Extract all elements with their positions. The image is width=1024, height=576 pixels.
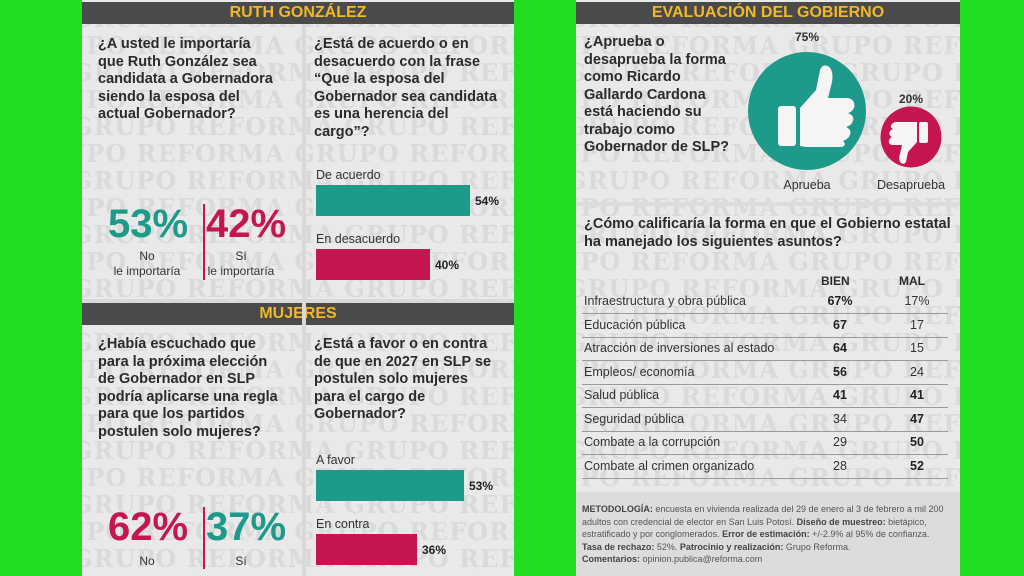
ruth-no-label-line2: le importaría xyxy=(113,264,181,278)
rating-bien-value: 28 xyxy=(833,458,847,473)
bar-positive xyxy=(316,185,470,216)
ruth-si-label-line2: le importaría xyxy=(207,264,275,278)
gob-header: EVALUACIÓN DEL GOBIERNO xyxy=(576,2,960,24)
rating-row-divider xyxy=(582,313,948,314)
meth-t5: Patrocinio y realización: xyxy=(679,541,784,552)
rating-mal-value: 50 xyxy=(910,435,924,449)
left-panel: GRUPO REFORMA GRUPO REFORMA GRUPO REFORM… xyxy=(82,0,514,576)
mujeres-si-label: Sí xyxy=(235,554,247,568)
gob-q2-text: ¿Cómo calificaría la forma en que el Gob… xyxy=(584,216,951,250)
meth-t4: Tasa de rechazo: xyxy=(582,541,655,552)
bar-category-label: De acuerdo xyxy=(316,168,381,182)
rating-mal-value: 41 xyxy=(910,388,924,402)
approve-value: 75% xyxy=(795,30,819,44)
mujeres-no-percent: 62% xyxy=(108,505,189,549)
ruth-no-label: No le importaría xyxy=(102,249,192,279)
rating-mal-value: 15 xyxy=(910,341,924,355)
rating-mal-value: 24 xyxy=(910,364,924,379)
ruth-q1-text: ¿A usted le importaría que Ruth González… xyxy=(98,36,273,122)
rating-row-label: Infraestructura y obra pública xyxy=(584,294,746,308)
meth-s1: encuesta en vivienda realizada del 29 de… xyxy=(582,504,944,527)
rating-bien-value: 41 xyxy=(833,388,847,402)
meth-t2: Diseño de muestreo: xyxy=(796,516,886,527)
rating-bien-value: 64 xyxy=(833,341,847,355)
bar-category-label: En contra xyxy=(316,517,370,531)
meth-t3: Error de estimación: xyxy=(722,529,810,539)
bar-negative xyxy=(316,249,430,280)
methodology-box xyxy=(576,492,960,576)
rating-row-label: Combate a la corrupción xyxy=(584,435,721,449)
watermark-text: GRUPO REFORMA GRUPO REFORMA GRUPO REFORM… xyxy=(82,571,514,576)
meth-s5: Grupo Reforma. xyxy=(783,541,851,552)
rating-bien-value: 29 xyxy=(833,435,847,449)
bar-value-label: 53% xyxy=(469,479,494,493)
rating-row-label: Salud pública xyxy=(584,388,660,402)
ruth-si-percent: 42% xyxy=(206,202,287,246)
rating-row-label: Educación pública xyxy=(584,317,686,332)
thumbs-up-icon xyxy=(778,65,855,147)
approval-chart: 75% Aprueba 20% Desaprueba xyxy=(748,30,945,192)
rating-mal-value: 52 xyxy=(910,458,924,473)
meth-s6: opinion.publica@reforma.com xyxy=(640,554,763,564)
rating-bien-value: 34 xyxy=(833,411,847,426)
thumbs-down-icon xyxy=(888,122,928,164)
disapprove-value: 20% xyxy=(899,92,923,106)
meth-t6: Comentarios: xyxy=(582,554,641,564)
rating-row-label: Seguridad pública xyxy=(584,411,685,426)
meth-s4: 52%. xyxy=(654,541,680,552)
approve-label: Aprueba xyxy=(783,178,830,192)
ruth-si-label-line1: Sí xyxy=(235,249,247,263)
mujeres-divider xyxy=(203,507,205,569)
rating-row-divider xyxy=(582,383,948,385)
ruth-no-percent: 53% xyxy=(108,202,189,246)
ruth-si-label: Sí le importaría xyxy=(196,249,286,279)
rating-row-divider xyxy=(582,477,948,479)
rating-row-divider xyxy=(582,430,948,432)
rating-mal-value: 17% xyxy=(904,294,930,308)
rating-mal-value: 17 xyxy=(910,317,924,332)
gob-separator xyxy=(576,202,960,206)
meth-s2: bietápico, estratificado y por conglomer… xyxy=(582,516,927,540)
rating-row-label: Combate al crimen organizado xyxy=(584,458,755,473)
meth-title: METODOLOGÍA: xyxy=(582,504,653,514)
rating-row-divider xyxy=(582,454,948,455)
col-bien-header: BIEN xyxy=(821,274,850,288)
gob-q1-text: ¿Aprueba o desaprueba la forma como Rica… xyxy=(584,34,730,155)
watermark-text: GRUPO REFORMA GRUPO REFORMA GRUPO REFORM… xyxy=(576,247,960,276)
mujeres-header: MUJERES xyxy=(82,303,514,325)
ruth-header: RUTH GONZÁLEZ xyxy=(82,2,514,24)
disapprove-label: Desaprueba xyxy=(877,178,945,192)
mujeres-q1-text: ¿Había escuchado que para la próxima ele… xyxy=(98,336,278,440)
mujeres-no-label: No xyxy=(139,554,155,568)
rating-row-divider xyxy=(582,407,948,408)
bar-negative xyxy=(316,534,417,565)
rating-mal-value: 47 xyxy=(910,411,924,426)
bar-category-label: En desacuerdo xyxy=(316,232,401,246)
rating-bien-value: 56 xyxy=(833,364,847,379)
rating-row-label: Empleos/ economía xyxy=(584,364,695,379)
meth-s3: +/-2.9% al 95% de confianza. xyxy=(809,529,930,539)
ruth-no-label-line1: No xyxy=(139,249,155,263)
section-separator xyxy=(82,299,514,303)
rating-row-divider xyxy=(582,360,948,361)
mujeres-q2-text: ¿Está a favor o en contra de que en 2027… xyxy=(314,336,492,422)
bar-value-label: 40% xyxy=(435,258,460,272)
bar-value-label: 54% xyxy=(475,194,500,208)
rating-row-label: Atracción de inversiones al estado xyxy=(584,341,775,355)
ruth-divider xyxy=(203,204,205,280)
right-panel: GRUPO REFORMA GRUPO REFORMA GRUPO REFORM… xyxy=(576,0,960,576)
rating-row-divider xyxy=(582,336,948,338)
ruth-q2-text: ¿Está de acuerdo o en desacuerdo con la … xyxy=(314,36,497,140)
bar-category-label: A favor xyxy=(316,453,355,467)
mujeres-si-percent: 37% xyxy=(206,505,287,549)
rating-bien-value: 67 xyxy=(833,317,847,332)
methodology-text: METODOLOGÍA: encuesta en vivienda realiz… xyxy=(582,503,956,566)
bar-value-label: 36% xyxy=(422,543,447,557)
col-mal-header: MAL xyxy=(899,274,925,288)
rating-bien-value: 67% xyxy=(827,294,853,308)
bar-positive xyxy=(316,470,464,501)
